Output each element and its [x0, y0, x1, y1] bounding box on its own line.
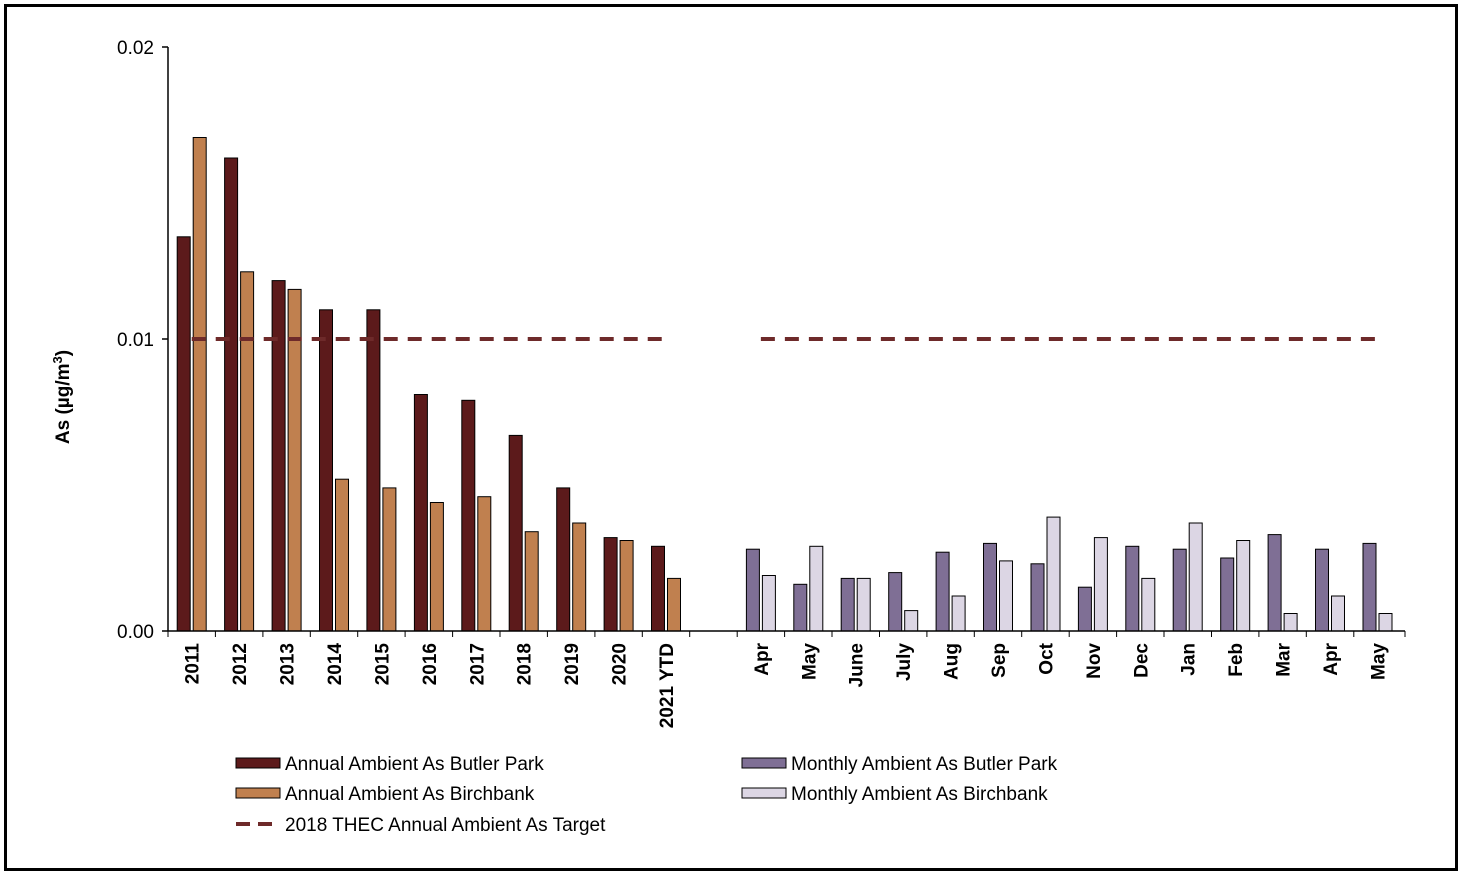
monthly-bar-butler-park-0 — [745, 548, 760, 632]
y-tick-label: 0.01 — [117, 330, 154, 351]
legend: Annual Ambient As Butler Park Annual Ambi… — [235, 754, 1058, 836]
axes-layer — [162, 46, 1406, 637]
monthly-bar-birchbank-0 — [761, 575, 776, 632]
legend-annual-birchbank: Annual Ambient As Birchbank — [235, 784, 535, 805]
monthly-x-tick-label: Apr — [752, 642, 773, 675]
annual-x-tick-label: 2019 — [562, 643, 583, 685]
annual-x-tick-label: 2013 — [278, 643, 299, 685]
monthly-bar-birchbank-1 — [809, 545, 824, 632]
legend-monthly-butler-park-label: Monthly Ambient As Butler Park — [791, 754, 1058, 775]
annual-bar-butler-park-7 — [508, 434, 523, 632]
annual-bar-birchbank-4 — [382, 487, 397, 632]
legend-target-label: 2018 THEC Annual Ambient As Target — [285, 815, 606, 836]
monthly-bar-birchbank-3 — [904, 610, 919, 632]
monthly-bar-butler-park-2 — [840, 577, 855, 632]
monthly-bar-birchbank-7 — [1093, 537, 1108, 632]
annual-bar-butler-park-9 — [603, 537, 618, 632]
annual-bar-butler-park-2 — [271, 280, 286, 632]
monthly-bar-birchbank-5 — [999, 560, 1013, 632]
monthly-bar-birchbank-12 — [1331, 595, 1345, 632]
annual-bar-birchbank-1 — [240, 271, 255, 632]
legend-monthly-butler-park: Monthly Ambient As Butler Park — [741, 754, 1058, 775]
legend-monthly-birchbank: Monthly Ambient As Birchbank — [741, 784, 1048, 805]
annual-bar-butler-park-8 — [556, 487, 571, 632]
legend-monthly-birchbank-label: Monthly Ambient As Birchbank — [791, 784, 1048, 805]
legend-annual-butler-park: Annual Ambient As Butler Park — [235, 754, 544, 775]
annual-bar-birchbank-0 — [192, 137, 207, 632]
annual-x-tick-label: 2020 — [610, 643, 631, 685]
annual-bar-butler-park-5 — [413, 394, 428, 632]
monthly-bar-butler-park-4 — [935, 551, 950, 632]
monthly-x-tick-label: July — [894, 643, 915, 681]
monthly-x-tick-label: Oct — [1037, 642, 1058, 674]
annual-bar-butler-park-0 — [176, 236, 191, 632]
monthly-x-tick-label: Feb — [1226, 643, 1247, 677]
annual-x-tick-label: 2017 — [467, 643, 488, 685]
monthly-x-tick-label: May — [799, 643, 820, 680]
monthly-x-tick-label: June — [847, 643, 868, 687]
legend-annual-butler-park-swatch — [235, 757, 281, 769]
annual-x-tick-label: 2014 — [325, 643, 346, 686]
annual-bar-butler-park-4 — [366, 309, 381, 632]
y-tick-label: 0.00 — [117, 622, 154, 643]
monthly-x-tick-label: Aug — [942, 643, 963, 680]
annual-x-tick-label: 2012 — [230, 643, 251, 685]
annual-bar-butler-park-3 — [319, 309, 333, 632]
monthly-x-tick-label: Sep — [989, 643, 1010, 678]
monthly-bar-butler-park-13 — [1362, 542, 1377, 632]
monthly-bar-butler-park-11 — [1267, 534, 1282, 632]
y-axis-title: As (µg/m3) — [50, 350, 75, 444]
annual-bar-birchbank-10 — [667, 577, 681, 632]
annual-bar-butler-park-1 — [224, 157, 239, 632]
annual-bar-butler-park-6 — [461, 399, 476, 632]
monthly-x-tick-label: Apr — [1321, 642, 1342, 675]
monthly-bar-butler-park-5 — [983, 542, 997, 632]
monthly-bar-butler-park-9 — [1172, 548, 1187, 632]
monthly-bar-birchbank-2 — [856, 577, 871, 632]
monthly-bar-butler-park-7 — [1077, 586, 1092, 632]
legend-target: 2018 THEC Annual Ambient As Target — [236, 815, 606, 836]
annual-x-tick-label: 2021 YTD — [657, 643, 678, 728]
annual-bar-butler-park-10 — [651, 545, 665, 632]
annual-bar-birchbank-9 — [619, 540, 634, 632]
annual-bar-birchbank-6 — [477, 496, 492, 632]
legend-monthly-birchbank-swatch — [741, 787, 787, 799]
annual-bar-birchbank-5 — [429, 502, 444, 632]
monthly-bar-birchbank-11 — [1283, 613, 1298, 632]
monthly-bar-birchbank-13 — [1378, 613, 1393, 632]
annual-x-tick-label: 2016 — [420, 643, 441, 685]
monthly-x-tick-label: Dec — [1131, 643, 1152, 678]
monthly-bar-butler-park-6 — [1030, 563, 1045, 632]
monthly-x-tick-label: Nov — [1084, 643, 1105, 679]
legend-annual-butler-park-label: Annual Ambient As Butler Park — [285, 754, 544, 775]
legend-annual-birchbank-swatch — [235, 787, 281, 799]
annual-x-tick-label: 2015 — [372, 643, 393, 686]
monthly-bar-birchbank-8 — [1141, 577, 1156, 632]
monthly-x-tick-label: Mar — [1274, 642, 1295, 676]
monthly-bar-butler-park-1 — [793, 583, 808, 632]
monthly-bar-butler-park-10 — [1220, 557, 1235, 632]
y-tick-label: 0.02 — [117, 38, 154, 59]
labels-layer: 2011 2012 2013 2014 2015 2016 2017 2018 2019 2020… — [50, 38, 1390, 728]
annual-bar-birchbank-8 — [572, 522, 587, 632]
monthly-bar-butler-park-3 — [888, 572, 903, 632]
monthly-x-tick-label: Jan — [1179, 643, 1200, 676]
monthly-bar-birchbank-9 — [1188, 522, 1203, 632]
legend-monthly-butler-park-swatch — [741, 757, 787, 769]
bars-layer — [176, 137, 1393, 632]
monthly-bar-butler-park-12 — [1315, 548, 1329, 632]
annual-x-tick-label: 2011 — [183, 643, 204, 685]
legend-annual-birchbank-label: Annual Ambient As Birchbank — [285, 784, 535, 805]
monthly-x-tick-label: May — [1369, 643, 1390, 680]
annual-x-tick-label: 2018 — [515, 643, 536, 685]
monthly-bar-birchbank-10 — [1236, 540, 1251, 632]
monthly-bar-birchbank-4 — [951, 595, 966, 632]
annual-bar-birchbank-7 — [524, 531, 539, 632]
monthly-bar-birchbank-6 — [1046, 516, 1061, 632]
monthly-bar-butler-park-8 — [1125, 545, 1140, 632]
annual-bar-birchbank-3 — [335, 478, 349, 632]
